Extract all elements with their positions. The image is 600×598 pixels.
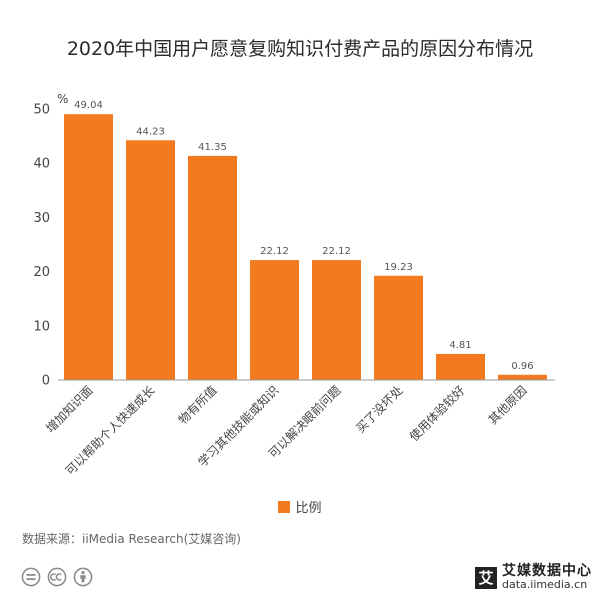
logo-name: 艾媒数据中心	[502, 563, 592, 579]
y-axis-unit-label: %	[57, 92, 68, 106]
bar-chart: % 0 10 20 30 40 50 49.04 44.23 41.35 22.12 22.12 1…	[33, 92, 555, 478]
source-note: 数据来源：iiMedia Research(艾媒咨询)	[22, 532, 241, 546]
bar-value-label: 22.12	[322, 246, 351, 257]
license-icons	[21, 567, 93, 587]
y-tick-label: 20	[33, 265, 50, 280]
x-tick-label: 物有所值	[175, 383, 220, 428]
value-labels: 49.04 44.23 41.35 22.12 22.12 19.23 4.81 0.96	[74, 100, 533, 372]
bar-value-label: 0.96	[511, 361, 533, 372]
bar-6	[374, 275, 423, 380]
y-axis-ticks: 0 10 20 30 40 50	[33, 103, 50, 389]
person-icon	[73, 567, 93, 587]
y-tick-label: 40	[33, 157, 50, 172]
bar-value-label: 4.81	[449, 340, 471, 351]
bar-4	[250, 260, 299, 380]
chart-title: 2020年中国用户愿意复购知识付费产品的原因分布情况	[66, 38, 534, 60]
bar-8	[498, 374, 547, 380]
legend: 比例	[0, 497, 600, 516]
legend-label: 比例	[295, 501, 322, 516]
y-tick-label: 0	[42, 374, 50, 389]
y-tick-label: 30	[33, 211, 50, 226]
bar-5	[312, 260, 361, 380]
y-tick-label: 50	[33, 103, 50, 118]
bar-2	[126, 140, 175, 380]
bar-value-label: 41.35	[198, 142, 227, 153]
bar-value-label: 49.04	[74, 100, 103, 111]
bar-1	[64, 114, 113, 381]
cc-icon	[47, 567, 67, 587]
legend-swatch	[278, 500, 291, 513]
x-tick-label: 使用体验较好	[406, 383, 468, 445]
bar-value-label: 44.23	[136, 126, 165, 137]
bar-7	[436, 353, 485, 380]
x-tick-label: 买了没坏处	[353, 383, 406, 436]
brand-logo: 艾 艾媒数据中心 data.iimedia.cn	[475, 563, 592, 592]
y-tick-label: 10	[33, 319, 50, 334]
equals-icon	[21, 567, 41, 587]
logo-mark: 艾	[475, 566, 497, 589]
logo-site: data.iimedia.cn	[502, 578, 588, 592]
bar-3	[188, 155, 237, 380]
bar-value-label: 22.12	[260, 246, 289, 257]
x-tick-label: 增加知识面	[43, 383, 95, 435]
x-tick-label: 其他原因	[486, 383, 530, 427]
bars	[64, 114, 547, 381]
bar-value-label: 19.23	[384, 262, 413, 273]
